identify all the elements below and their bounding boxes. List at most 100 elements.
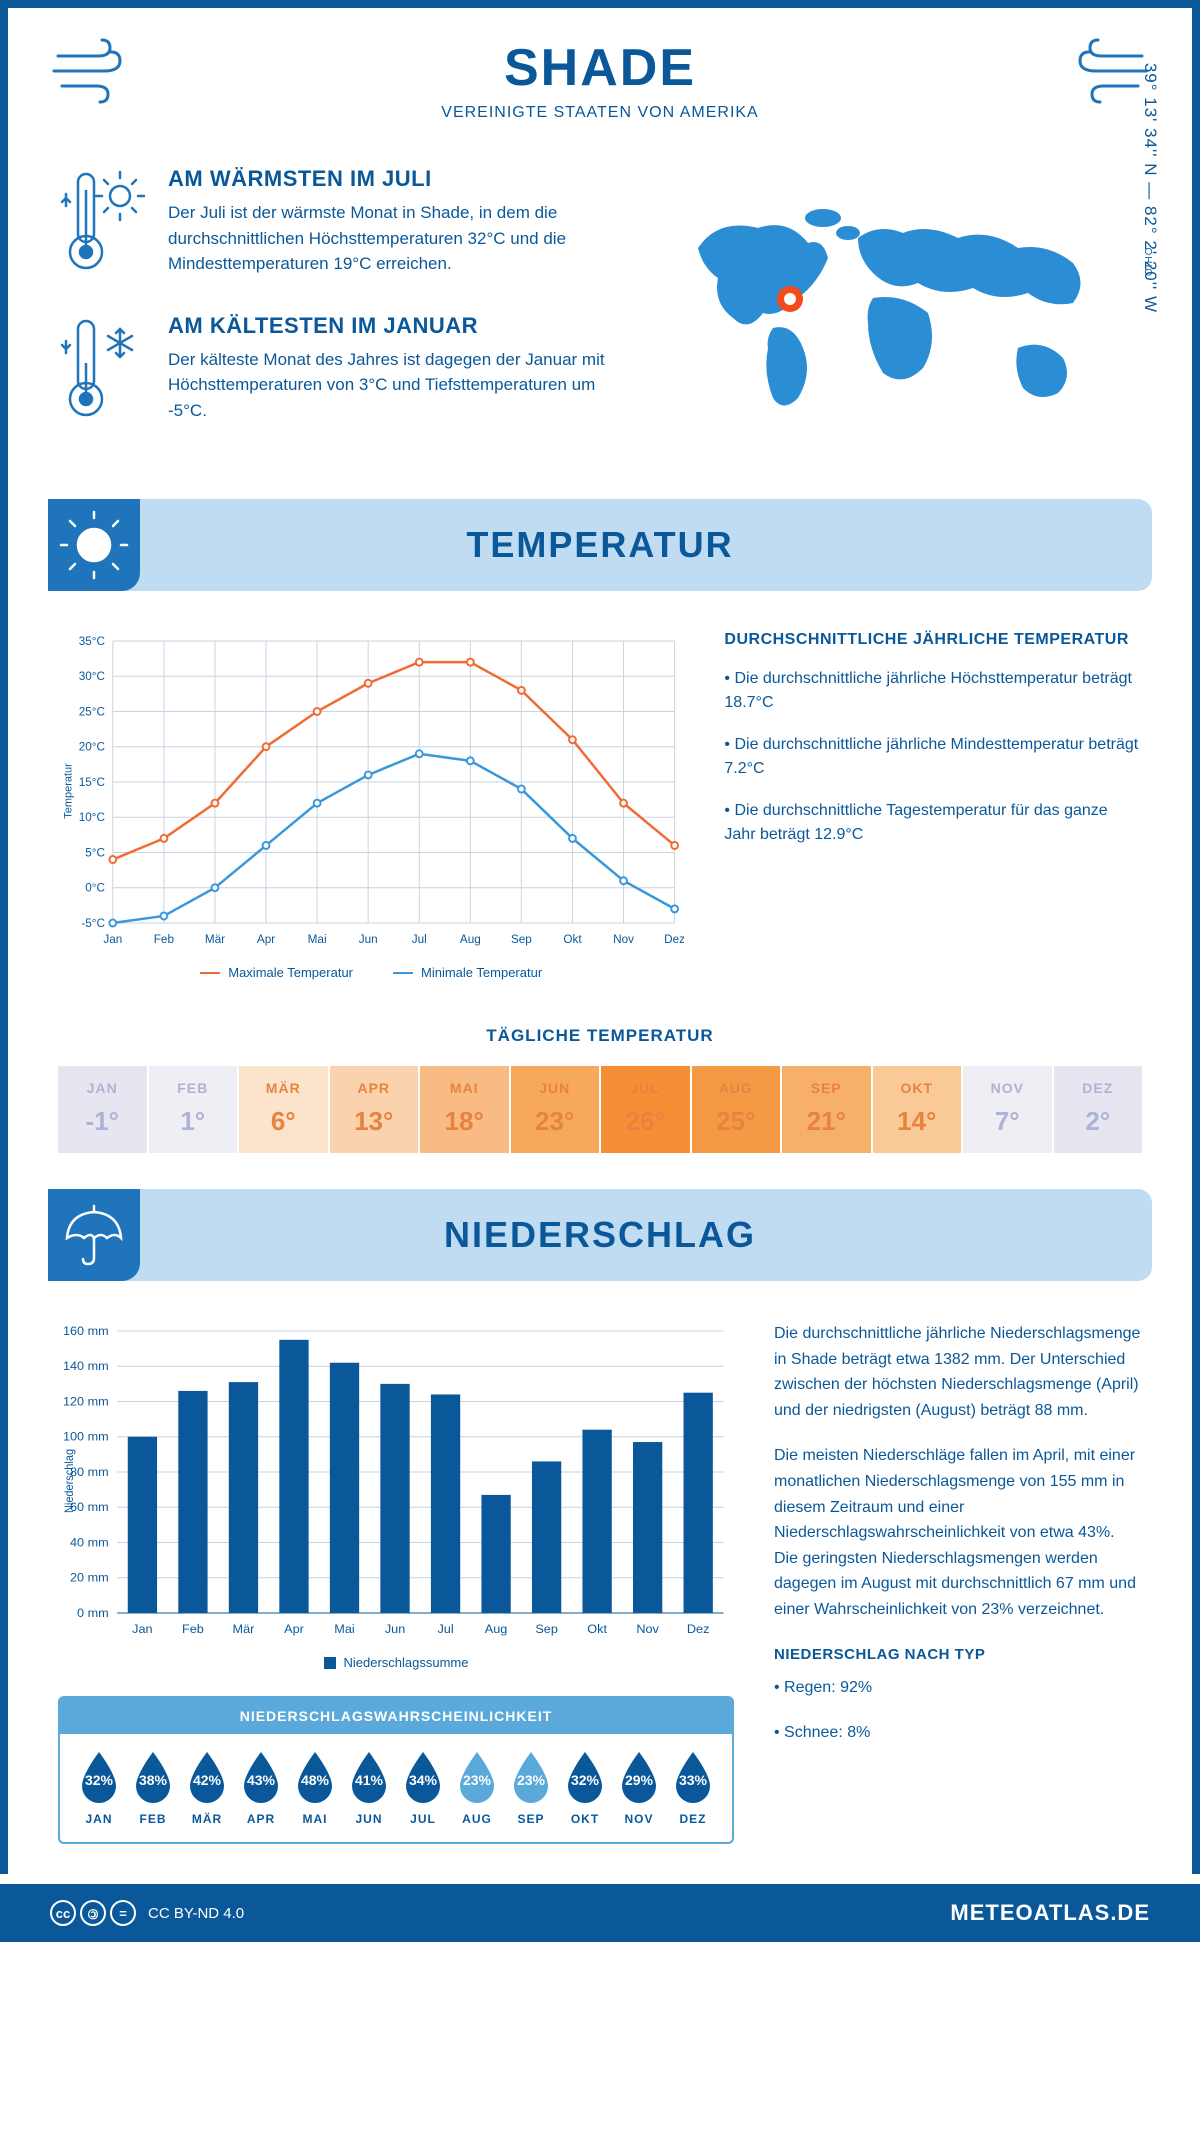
daily-cell: MAI18° xyxy=(420,1066,509,1153)
section-title: NIEDERSCHLAG xyxy=(444,1214,756,1256)
svg-text:Dez: Dez xyxy=(664,932,684,946)
avg-bullet: • Die durchschnittliche jährliche Mindes… xyxy=(724,733,1142,781)
precip-para: Die durchschnittliche jährliche Niedersc… xyxy=(774,1321,1142,1423)
daily-cell: JAN-1° xyxy=(58,1066,147,1153)
section-header-precipitation: NIEDERSCHLAG xyxy=(48,1189,1152,1281)
legend-label: Maximale Temperatur xyxy=(228,965,353,980)
avg-temp-title: DURCHSCHNITTLICHE JÄHRLICHE TEMPERATUR xyxy=(724,631,1142,649)
svg-text:10°C: 10°C xyxy=(79,810,106,824)
svg-text:Aug: Aug xyxy=(460,932,481,946)
fact-coldest: AM KÄLTESTEN IM JANUAR Der kälteste Mona… xyxy=(58,313,605,424)
page-title: SHADE xyxy=(48,38,1152,98)
legend-label: Niederschlagssumme xyxy=(344,1655,469,1670)
precipitation-probability: NIEDERSCHLAGSWAHRSCHEINLICHKEIT 32%JAN38… xyxy=(58,1696,734,1844)
daily-cell: DEZ2° xyxy=(1054,1066,1143,1153)
daily-cell: SEP21° xyxy=(782,1066,871,1153)
svg-text:20 mm: 20 mm xyxy=(70,1571,109,1585)
daily-cell: APR13° xyxy=(330,1066,419,1153)
svg-text:Apr: Apr xyxy=(284,1622,304,1636)
svg-text:0°C: 0°C xyxy=(85,881,105,895)
world-map: OHIO 39° 13' 34'' N — 82° 2' 20'' W xyxy=(645,166,1142,459)
section-header-temperature: TEMPERATUR xyxy=(48,499,1152,591)
fact-warmest: AM WÄRMSTEN IM JULI Der Juli ist der wär… xyxy=(58,166,605,277)
location-marker xyxy=(777,286,803,312)
prob-drop: 32%JAN xyxy=(76,1750,122,1826)
prob-drop: 29%NOV xyxy=(616,1750,662,1826)
svg-text:Nov: Nov xyxy=(613,932,634,946)
svg-text:Okt: Okt xyxy=(563,932,582,946)
temperature-line-chart: Temperatur -5°C 0°C 5°C 10°C 15°C 20°C 25°C 30°C… xyxy=(58,631,684,951)
avg-bullet: • Die durchschnittliche jährliche Höchst… xyxy=(724,667,1142,715)
wind-icon xyxy=(1052,36,1152,111)
fact-title: AM KÄLTESTEN IM JANUAR xyxy=(168,313,605,339)
daily-cell: MÄR6° xyxy=(239,1066,328,1153)
prob-drop: 42%MÄR xyxy=(184,1750,230,1826)
legend-label: Minimale Temperatur xyxy=(421,965,542,980)
daily-cell: JUL26° xyxy=(601,1066,690,1153)
prob-drop: 41%JUN xyxy=(346,1750,392,1826)
daily-cell: NOV7° xyxy=(963,1066,1052,1153)
svg-text:Nov: Nov xyxy=(636,1622,659,1636)
svg-text:0 mm: 0 mm xyxy=(77,1606,109,1620)
svg-text:Apr: Apr xyxy=(257,932,275,946)
svg-text:Sep: Sep xyxy=(535,1622,558,1636)
svg-text:Sep: Sep xyxy=(511,932,532,946)
svg-text:60 mm: 60 mm xyxy=(70,1501,109,1515)
prob-drop: 23%SEP xyxy=(508,1750,554,1826)
cc-icons: cc🄯= xyxy=(50,1900,136,1926)
svg-text:20°C: 20°C xyxy=(79,740,106,754)
svg-text:25°C: 25°C xyxy=(79,704,106,718)
svg-text:40 mm: 40 mm xyxy=(70,1536,109,1550)
svg-text:30°C: 30°C xyxy=(79,669,106,683)
svg-text:Dez: Dez xyxy=(687,1622,710,1636)
chart-legend: Maximale Temperatur Minimale Temperatur xyxy=(58,965,684,980)
header: SHADE VEREINIGTE STAATEN VON AMERIKA xyxy=(8,8,1192,146)
svg-text:15°C: 15°C xyxy=(79,775,106,789)
license-text: CC BY-ND 4.0 xyxy=(148,1905,244,1922)
thermometer-snow-icon xyxy=(58,313,148,424)
prob-drop: 32%OKT xyxy=(562,1750,608,1826)
precipitation-bar-chart: Niederschlag0 mm20 mm40 mm60 mm80 mm100 … xyxy=(58,1321,734,1641)
prob-title: NIEDERSCHLAGSWAHRSCHEINLICHKEIT xyxy=(60,1698,732,1734)
precip-type: • Schnee: 8% xyxy=(774,1720,1142,1746)
avg-bullet: • Die durchschnittliche Tagestemperatur … xyxy=(724,799,1142,847)
prob-drop: 33%DEZ xyxy=(670,1750,716,1826)
fact-title: AM WÄRMSTEN IM JULI xyxy=(168,166,605,192)
svg-text:35°C: 35°C xyxy=(79,634,106,648)
chart-legend: Niederschlagssumme xyxy=(58,1655,734,1670)
svg-text:Feb: Feb xyxy=(154,932,175,946)
daily-cell: AUG25° xyxy=(692,1066,781,1153)
svg-text:80 mm: 80 mm xyxy=(70,1465,109,1479)
coordinates: 39° 13' 34'' N — 82° 2' 20'' W xyxy=(1140,62,1160,312)
svg-text:Jun: Jun xyxy=(359,932,378,946)
section-title: TEMPERATUR xyxy=(466,524,733,566)
fact-text: Der kälteste Monat des Jahres ist dagege… xyxy=(168,347,605,424)
svg-text:Jun: Jun xyxy=(385,1622,406,1636)
svg-text:Okt: Okt xyxy=(587,1622,607,1636)
svg-text:Jul: Jul xyxy=(437,1622,453,1636)
daily-cell: OKT14° xyxy=(873,1066,962,1153)
wind-icon xyxy=(48,36,148,111)
precip-type-title: NIEDERSCHLAG NACH TYP xyxy=(774,1643,1142,1667)
daily-cell: FEB1° xyxy=(149,1066,238,1153)
prob-drop: 34%JUL xyxy=(400,1750,446,1826)
prob-drop: 48%MAI xyxy=(292,1750,338,1826)
precip-type: • Regen: 92% xyxy=(774,1675,1142,1701)
svg-text:100 mm: 100 mm xyxy=(63,1430,109,1444)
svg-text:Mai: Mai xyxy=(334,1622,354,1636)
daily-temp-table: JAN-1°FEB1°MÄR6°APR13°MAI18°JUN23°JUL26°… xyxy=(58,1066,1142,1153)
daily-temp-title: TÄGLICHE TEMPERATUR xyxy=(8,1026,1192,1046)
svg-text:Aug: Aug xyxy=(485,1622,508,1636)
prob-drop: 38%FEB xyxy=(130,1750,176,1826)
daily-cell: JUN23° xyxy=(511,1066,600,1153)
svg-text:140 mm: 140 mm xyxy=(63,1360,109,1374)
svg-text:Jan: Jan xyxy=(103,932,122,946)
svg-text:Temperatur: Temperatur xyxy=(63,763,75,819)
precip-para: Die meisten Niederschläge fallen im Apri… xyxy=(774,1443,1142,1622)
svg-text:160 mm: 160 mm xyxy=(63,1324,109,1338)
footer: cc🄯= CC BY-ND 4.0 METEOATLAS.DE xyxy=(0,1884,1200,1942)
prob-drop: 43%APR xyxy=(238,1750,284,1826)
svg-text:-5°C: -5°C xyxy=(81,916,105,930)
svg-text:5°C: 5°C xyxy=(85,845,105,859)
svg-text:Mär: Mär xyxy=(205,932,225,946)
